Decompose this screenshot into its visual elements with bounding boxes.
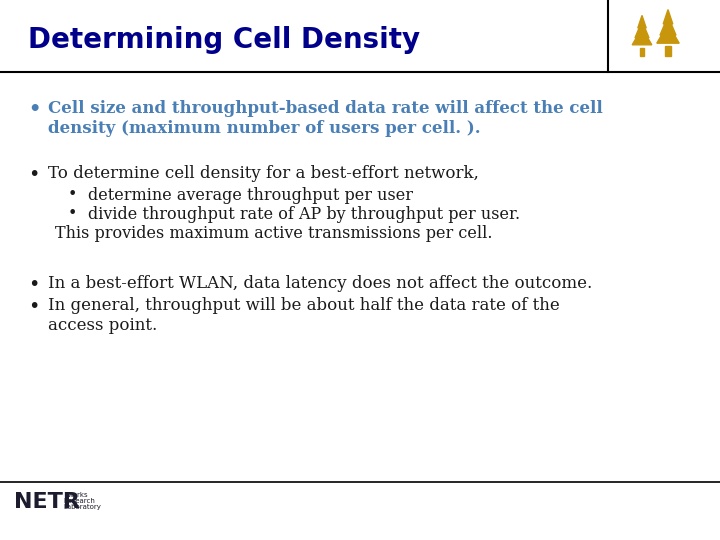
Bar <box>665 46 670 56</box>
Text: NETR: NETR <box>14 492 80 512</box>
Polygon shape <box>657 24 679 43</box>
Text: Cell size and throughput-based data rate will affect the cell: Cell size and throughput-based data rate… <box>48 100 603 117</box>
Polygon shape <box>635 21 649 38</box>
Text: divide throughput rate of AP by throughput per user.: divide throughput rate of AP by throughp… <box>88 206 520 223</box>
Polygon shape <box>663 10 672 24</box>
Bar <box>640 48 644 56</box>
Polygon shape <box>660 16 676 35</box>
Text: density (maximum number of users per cell. ).: density (maximum number of users per cel… <box>48 120 481 137</box>
Polygon shape <box>632 28 652 45</box>
Text: •: • <box>28 275 40 294</box>
Text: •: • <box>28 100 40 119</box>
Text: works: works <box>68 492 89 498</box>
Polygon shape <box>638 16 647 28</box>
Text: determine average throughput per user: determine average throughput per user <box>88 187 413 204</box>
Text: •: • <box>28 165 40 184</box>
Text: To determine cell density for a best-effort network,: To determine cell density for a best-eff… <box>48 165 479 182</box>
Text: In general, throughput will be about half the data rate of the: In general, throughput will be about hal… <box>48 297 559 314</box>
Text: •: • <box>68 187 77 202</box>
Text: •: • <box>68 206 77 221</box>
Text: Determining Cell Density: Determining Cell Density <box>28 26 420 54</box>
Text: In a best-effort WLAN, data latency does not affect the outcome.: In a best-effort WLAN, data latency does… <box>48 275 593 292</box>
Text: •: • <box>28 297 40 316</box>
Text: Research: Research <box>63 498 95 504</box>
Text: This provides maximum active transmissions per cell.: This provides maximum active transmissio… <box>55 225 492 242</box>
Text: Laboratory: Laboratory <box>63 504 101 510</box>
Text: access point.: access point. <box>48 317 157 334</box>
